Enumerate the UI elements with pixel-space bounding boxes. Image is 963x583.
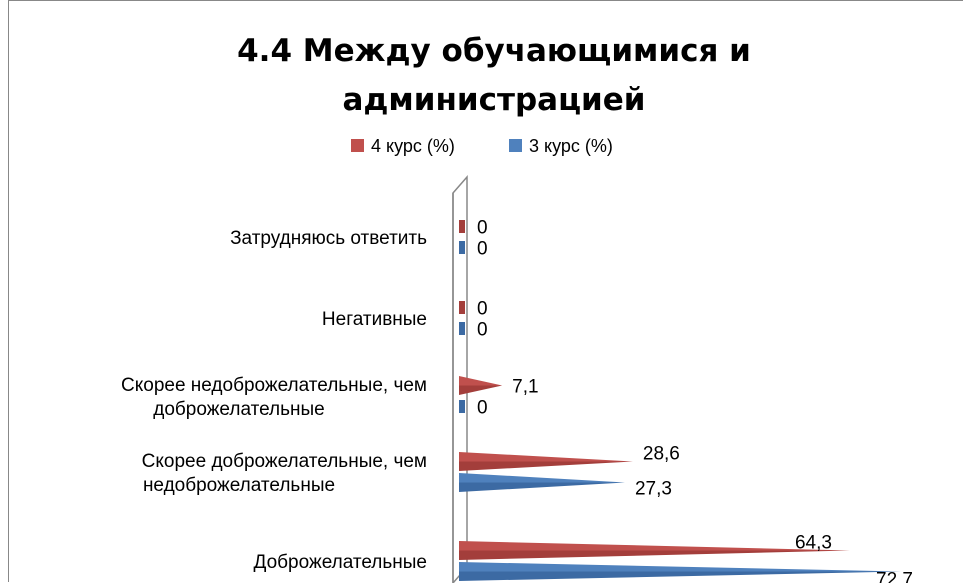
bar-shade	[459, 386, 502, 396]
bars	[459, 220, 901, 581]
bar-4kurs	[459, 541, 850, 551]
category-labels: Затрудняюсь ответить Негативные Скорее нед…	[121, 228, 427, 573]
data-label: 72,7	[876, 570, 913, 583]
bar-chart: 4.4 Между обучающимися и администрацией 4…	[9, 1, 963, 583]
category-label: Негативные	[322, 309, 427, 330]
data-label: 28,6	[643, 444, 680, 465]
category-label: Скорее недоброжелательные, чем	[121, 375, 427, 396]
bar-shade	[459, 462, 633, 472]
bar-shade	[459, 551, 850, 561]
legend-label: 4 курс (%)	[371, 136, 455, 156]
chart-title-line: 4.4 Между обучающимися и	[237, 33, 751, 69]
data-label: 0	[477, 398, 488, 419]
category-label: недоброжелательные	[143, 475, 335, 496]
bar-shade	[459, 572, 901, 582]
bar-4kurs	[459, 452, 633, 462]
bar-3kurs-zero	[459, 241, 465, 254]
bar-4kurs-zero	[459, 220, 465, 233]
category-label: Скорее доброжелательные, чем	[142, 451, 427, 472]
category-label: Затрудняюсь ответить	[230, 228, 427, 249]
category-label: Доброжелательные	[254, 552, 427, 573]
data-label: 27,3	[635, 479, 672, 500]
data-label: 0	[477, 218, 488, 239]
bar-3kurs	[459, 473, 625, 483]
data-label: 0	[477, 239, 488, 260]
chart-frame: 4.4 Между обучающимися и администрацией 4…	[8, 0, 963, 582]
legend-label: 3 курс (%)	[529, 136, 613, 156]
bar-3kurs-zero	[459, 400, 465, 413]
data-label: 0	[477, 320, 488, 341]
legend: 4 курс (%) 3 курс (%)	[351, 136, 613, 156]
chart-title-line: администрацией	[342, 82, 645, 118]
bar-3kurs	[459, 562, 901, 572]
bar-4kurs	[459, 376, 502, 386]
legend-swatch	[509, 139, 522, 152]
bar-shade	[459, 483, 625, 493]
chart-title: 4.4 Между обучающимися и администрацией	[237, 33, 751, 118]
data-label: 7,1	[512, 377, 538, 398]
legend-swatch	[351, 139, 364, 152]
data-label: 64,3	[795, 533, 832, 554]
bar-4kurs-zero	[459, 301, 465, 314]
data-label: 0	[477, 299, 488, 320]
category-label: доброжелательные	[153, 399, 324, 420]
bar-3kurs-zero	[459, 322, 465, 335]
